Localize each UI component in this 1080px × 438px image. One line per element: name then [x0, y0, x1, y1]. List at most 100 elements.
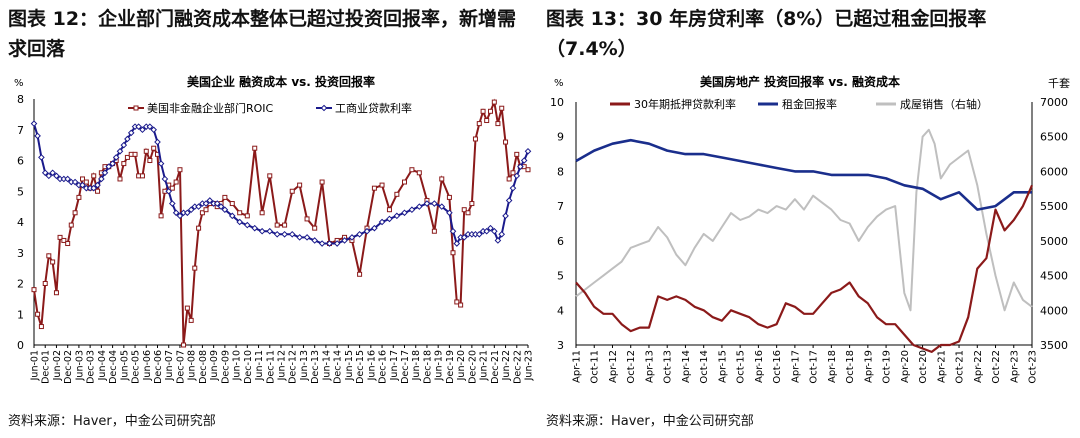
loan-rate-data-point: [251, 224, 259, 232]
loan-rate-data-point: [273, 230, 281, 238]
roic-data-point: [158, 213, 164, 219]
loan-rate-data-point: [187, 206, 195, 214]
x-tick-label: Oct-17: [809, 350, 820, 384]
x-tick-label: Jun-07: [164, 350, 175, 381]
legend-label: 成屋销售（右轴）: [900, 97, 988, 111]
chart-title: 美国房地产 投资回报率 vs. 融资成本: [700, 74, 900, 89]
roic-data-point: [469, 201, 475, 207]
x-tick-label: Dec-09: [220, 350, 231, 384]
loan-rate-data-point: [30, 120, 38, 127]
figure-12-title: 图表 12：企业部门融资成本整体已超过投资回报率，新增需求回落: [8, 8, 517, 60]
roic-data-point: [199, 210, 205, 216]
loan-rate-data-point: [520, 157, 528, 164]
loan-rate-data-point: [281, 230, 288, 238]
y-tick-label: 5: [557, 270, 564, 283]
loan-rate-data-point: [112, 154, 120, 161]
x-tick-label: Oct-22: [991, 350, 1002, 384]
roic-data-point: [188, 317, 194, 323]
roic-data-point: [124, 154, 130, 160]
roic-data-point: [169, 185, 175, 191]
roic-data-point: [61, 237, 67, 243]
loan-rate-data-point: [517, 163, 524, 170]
roic-data-point: [50, 259, 56, 265]
x-tick-label: Jun-02: [52, 350, 63, 381]
x-tick-label: Jun-06: [142, 350, 153, 381]
x-tick-label: Oct-21: [955, 350, 966, 384]
roic-data-point: [480, 108, 486, 114]
roic-data-point: [42, 281, 48, 286]
roic-data-point: [476, 121, 482, 127]
roic-data-point: [91, 173, 97, 179]
roic-data-point: [450, 250, 456, 256]
legend-marker: [133, 105, 139, 111]
roic-data-point: [409, 167, 415, 173]
y-tick-label: 1: [17, 308, 24, 321]
roic-data-point: [357, 271, 363, 277]
loan-rate-data-point: [498, 230, 506, 238]
loan-rate-data-point: [124, 135, 131, 143]
x-tick-label: Dec-02: [63, 350, 74, 384]
x-tick-label: Apr-12: [608, 350, 619, 383]
x-tick-label: Apr-14: [681, 350, 692, 383]
loan-rate-data-point: [453, 240, 461, 247]
roic-data-point: [461, 207, 467, 213]
roic-data-point: [510, 170, 516, 176]
x-tick-label: Apr-15: [717, 350, 728, 383]
x-tick-label: Dec-06: [153, 350, 164, 384]
legend-label: 美国非金融企业部门ROIC: [147, 101, 274, 115]
x-tick-label: Jun-11: [254, 350, 265, 381]
y-tick-label: 8: [557, 165, 564, 178]
roic-data-point: [38, 324, 44, 330]
loan-rate-data-point: [333, 240, 341, 247]
roic-data-point: [203, 207, 209, 213]
loan-rate-data-point: [502, 212, 509, 220]
loan-rate-data-point: [161, 175, 169, 183]
figure-13-title: 图表 13：30 年房贷利率（8%）已超过租金回报率（7.4%）: [546, 8, 987, 60]
loan-rate-data-point: [213, 200, 221, 207]
y-tick-label: 7: [17, 124, 24, 137]
roic-data-point: [371, 185, 377, 191]
roic-data-point: [252, 145, 258, 151]
roic-data-point: [488, 108, 494, 114]
loan-rate-data-point: [438, 203, 446, 210]
roic-data-point: [57, 234, 63, 240]
loan-rate-data-point: [53, 172, 60, 180]
x-tick-label: Apr-20: [900, 350, 911, 383]
roic-data-point: [173, 179, 179, 185]
roic-data-point: [147, 158, 153, 163]
roic-data-point: [394, 191, 400, 197]
loan-rate-data-point: [172, 209, 180, 217]
y-axis-unit: %: [554, 78, 564, 89]
x-tick-label: Jun-09: [209, 350, 220, 381]
roic-data-point: [222, 194, 228, 200]
y2-tick-label: 4500: [1040, 270, 1068, 283]
y-tick-label: 3: [557, 339, 564, 352]
roic-data-point: [177, 167, 183, 173]
x-tick-label: Jun-01: [30, 350, 41, 381]
loan-rate-data-point: [371, 224, 378, 232]
x-tick-label: Dec-08: [198, 350, 209, 384]
loan-rate-data-point: [195, 203, 202, 210]
roic-data-point: [282, 222, 288, 228]
loan-rate-data-point: [184, 209, 191, 217]
x-tick-label: Apr-21: [936, 350, 947, 383]
roic-series-line: [33, 98, 529, 346]
loan-rate-data-point: [34, 132, 41, 140]
roic-data-point: [259, 210, 265, 216]
x-tick-label: Jun-03: [74, 350, 85, 381]
x-tick-label: Jun-14: [321, 350, 332, 381]
roic-data-point: [237, 210, 243, 216]
x-tick-label: Dec-22: [512, 350, 523, 384]
x-tick-label: Apr-23: [1009, 350, 1020, 383]
loan-rate-data-point: [41, 169, 49, 177]
roic-data-point: [402, 179, 407, 185]
x-tick-label: Jun-17: [389, 350, 400, 381]
x-tick-label: Oct-12: [626, 350, 637, 384]
x-tick-label: Dec-17: [400, 350, 411, 384]
loan-rate-data-point: [45, 172, 53, 180]
loan-rate-data-point: [303, 234, 311, 241]
loan-rate-data-point: [449, 227, 457, 235]
roic-data-point: [76, 194, 82, 200]
loan-rate-data-point: [487, 224, 494, 232]
loan-rate-data-point: [98, 175, 105, 183]
